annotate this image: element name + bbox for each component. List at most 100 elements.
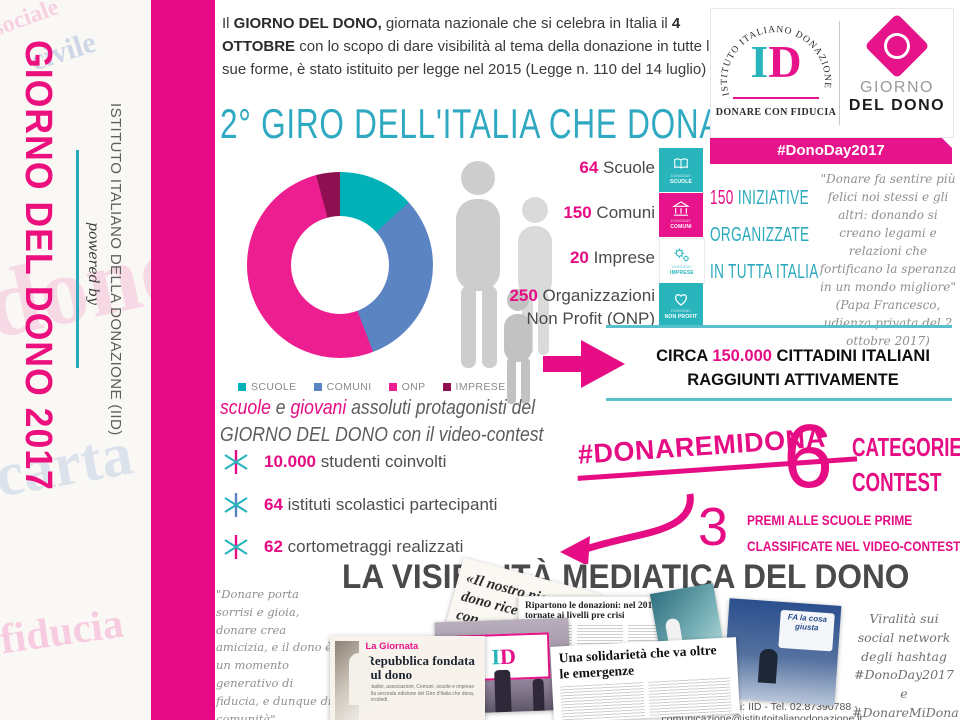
label-contest: CONTEST: [852, 467, 942, 498]
stat-label: Comuni: [591, 203, 655, 222]
iniziative-line1: INIZIATIVE: [733, 187, 809, 209]
stat-label: Organizzazioni: [537, 286, 655, 305]
badge-name: NON PROFIT: [664, 313, 698, 320]
legend-swatch: [388, 383, 397, 392]
diamond-icon: [864, 13, 930, 79]
stat-comuni: 150 Comuni: [563, 202, 655, 225]
stat-imprese: 20 Imprese: [570, 247, 655, 270]
pope-photo: [335, 641, 372, 720]
label-categorie: CATEGORIE: [852, 432, 960, 462]
giorno-del-dono-logo: GIORNO DEL DONO: [843, 13, 951, 115]
legend-swatch: [238, 383, 246, 392]
intro-bold-date: 4 OTTOBRE: [222, 15, 681, 55]
legend-label: ONP: [401, 381, 426, 393]
protagonisti-caption: scuole e giovani assoluti protagonisti d…: [220, 395, 543, 449]
chart-legend: SCUOLE COMUNI ONP IMPRESE: [238, 381, 506, 393]
iniziative-value: 150: [710, 187, 734, 209]
legend-swatch: [313, 383, 322, 392]
contest-number-6: 6: [783, 407, 834, 507]
id-letter-i: I: [750, 36, 769, 87]
stat-label: Scuole: [598, 158, 655, 177]
event-title-vertical: GIORNO DEL DONO 2017: [17, 40, 59, 491]
id-letter-d: D: [768, 36, 802, 87]
stage-letter-d: D: [499, 643, 517, 670]
donoday-scuole-badge: DONODAY SCUOLE: [659, 148, 703, 192]
speaker-silhouette: [494, 669, 512, 713]
gears-icon: [674, 247, 689, 262]
social-virality-note: Viralità sui social network degli hashta…: [852, 611, 959, 720]
bullet-label: studenti coinvolti: [316, 452, 447, 471]
donoday-nonprofit-badge: DONODAY NON PROFIT: [659, 283, 703, 327]
bullet-value: 10.000: [264, 452, 316, 471]
arc-text: ISTITUTO ITALIANO DONAZIONE: [720, 25, 831, 97]
clipping-la-giornata: La Giornata Repubblica fondata sul dono …: [330, 636, 485, 720]
highlight-scuole: scuole: [220, 397, 271, 419]
badge-name: IMPRESE: [670, 269, 694, 276]
donut-chart: [247, 172, 433, 358]
donoday-comuni-badge: DONODAY COMUNI: [659, 193, 703, 237]
reach-text: CIRCA: [656, 347, 713, 365]
legend-label: COMUNI: [326, 381, 372, 393]
clipping-kicker: La Giornata: [365, 641, 419, 652]
badge-brand: DONODAY: [671, 307, 691, 313]
label-premi: PREMI ALLE SCUOLE PRIME: [747, 513, 913, 528]
intro-text: Il: [222, 15, 234, 32]
heart-icon: [674, 293, 688, 306]
iniziative-line2: ORGANIZZATE: [710, 224, 810, 246]
reach-text: CITTADINI ITALIANI: [771, 347, 930, 365]
quote-text: "Donare fa sentire più felici noi stessi…: [819, 172, 957, 294]
stat-value: 64: [579, 158, 599, 177]
reach-line2: RAGGIUNTI ATTIVAMENTE: [687, 370, 899, 389]
bullet-value: 62: [264, 537, 283, 556]
contest-6-labels: CATEGORIE CONTEST: [852, 430, 960, 500]
quote-text: "Donare porta sorrisi e gioia, donare cr…: [216, 587, 333, 720]
divider-line: [606, 398, 952, 401]
highlight-giovani: giovani: [290, 397, 347, 419]
intro-text: giornata nazionale che si celebra in Ita…: [381, 15, 672, 32]
bank-icon: [672, 200, 690, 216]
bullet-cortometraggi: 62 cortometraggi realizzati: [222, 533, 463, 561]
brand-del-dono: DEL DONO: [848, 97, 946, 114]
bullet-studenti: 10.000 studenti coinvolti: [222, 448, 446, 476]
id-monogram: ID: [715, 39, 837, 85]
page-title: 2° GIRO DELL'ITALIA CHE DONA: [220, 100, 722, 147]
iid-logo: ISTITUTO ITALIANO DONAZIONE ID DONARE CO…: [715, 11, 837, 135]
asterisk-icon: [224, 493, 248, 517]
sidebar-divider-line: [76, 150, 79, 368]
asterisk-icon: [224, 535, 248, 559]
right-arrow-icon: [543, 340, 625, 388]
organization-name-vertical: ISTITUTO ITALIANO DELLA DONAZIONE (IID): [107, 103, 124, 436]
tv-show-title: FA la cosa giusta: [778, 609, 835, 652]
family-silhouette: [456, 161, 552, 404]
watermark-word: fiducia: [0, 600, 127, 664]
reach-value: 150.000: [712, 347, 772, 365]
intro-paragraph: Il GIORNO DEL DONO, giornata nazionale c…: [222, 13, 722, 82]
quote-papa-francesco: "Donare fa sentire più felici noi stessi…: [818, 170, 958, 350]
iniziative-line3: IN TUTTA ITALIA: [710, 261, 819, 283]
clipping-headline: Repubblica fondata sul dono: [365, 653, 475, 682]
badge-brand: DONODAY: [672, 263, 692, 269]
quote-attribution: (Papa Francesco, udienza privata del 2 o…: [823, 298, 953, 348]
intro-bold-event: GIORNO DEL DONO,: [233, 15, 382, 32]
stat-value: 250: [509, 286, 538, 305]
asterisk-icon: [224, 450, 248, 474]
legend-item: SCUOLE: [238, 381, 297, 393]
legend-item: ONP: [388, 381, 426, 393]
bullet-label: istituti scolastici partecipanti: [282, 495, 498, 514]
badge-brand: DONODAY: [671, 172, 691, 178]
badge-name: SCUOLE: [669, 178, 693, 185]
clipping-headline: Una solidarietà che va oltre le emergenz…: [558, 642, 717, 682]
clipping-body: Cittadini, associazioni, Comuni, scuole …: [365, 684, 475, 704]
stat-onp: 250 Organizzazioni Non Profit (ONP): [509, 285, 655, 331]
reach-statement: CIRCA 150.000 CITTADINI ITALIANI RAGGIUN…: [628, 345, 958, 393]
powered-by-label: powered by: [85, 222, 101, 305]
id-underline: [733, 97, 819, 99]
clipping-headline: Ripartono le donazioni: nel 2016 tornate…: [525, 601, 657, 621]
stat-label: Imprese: [588, 248, 655, 267]
stat-value: 150: [563, 203, 592, 222]
clipping-fa-la-cosa-giusta: FA la cosa giusta: [722, 598, 842, 706]
donoday-banner: #DonoDay2017: [710, 138, 952, 164]
brand-giorno: GIORNO: [860, 79, 934, 96]
caption-text: assoluti protagonisti del: [346, 397, 536, 419]
iid-logo-card: ISTITUTO ITALIANO DONAZIONE ID DONARE CO…: [710, 8, 954, 138]
